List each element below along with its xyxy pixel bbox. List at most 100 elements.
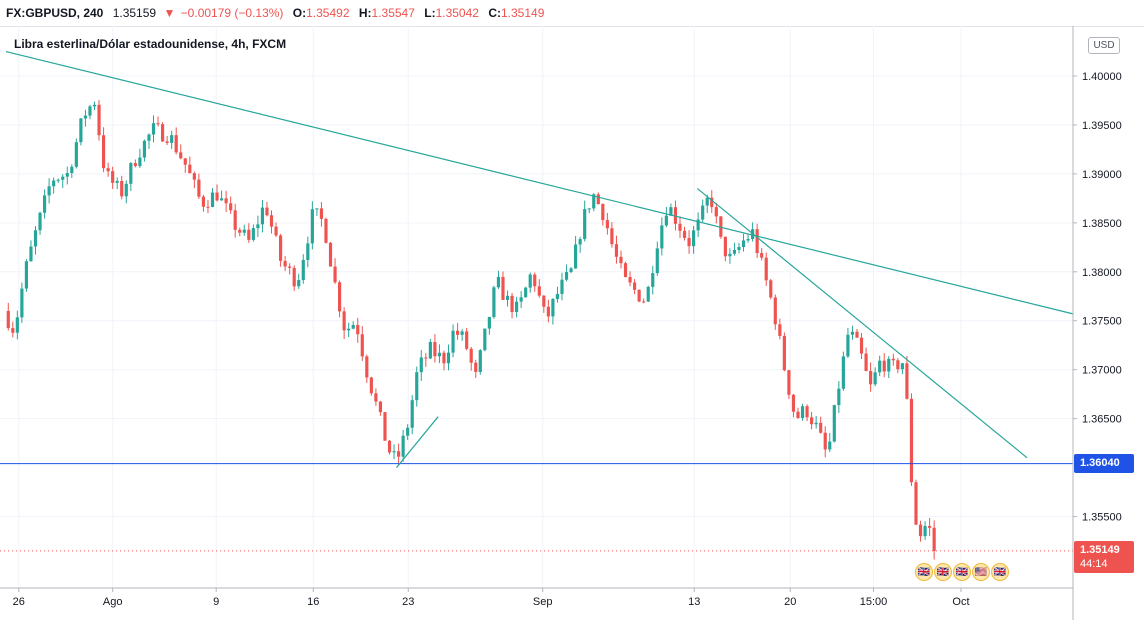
price-chart[interactable]: 1.35500 1.36500 1.37000 1.37500 1.38000 1.385… xyxy=(0,26,1144,620)
candle-body xyxy=(528,274,532,288)
candle-body xyxy=(623,263,628,277)
candle-body xyxy=(574,244,578,269)
candle-body xyxy=(782,335,786,371)
candle-body xyxy=(183,158,187,165)
time-tick-label: Sep xyxy=(533,596,553,608)
event-flag-icon[interactable]: 🇺🇸 xyxy=(972,563,990,581)
candle-body xyxy=(592,194,596,209)
candle-body xyxy=(124,183,128,197)
candle-body xyxy=(437,352,442,357)
time-tick-label: Ago xyxy=(103,596,123,608)
candle-body xyxy=(47,186,51,196)
candle-body xyxy=(800,406,805,419)
candle-body xyxy=(297,280,301,287)
trendline xyxy=(396,416,439,468)
last-price-value: 1.35149 xyxy=(1080,543,1120,556)
candle-body xyxy=(846,334,850,357)
candle-body xyxy=(555,293,560,299)
candle-body xyxy=(283,260,287,267)
candle-body xyxy=(133,163,137,167)
candle-body xyxy=(247,229,251,240)
event-flag-icon[interactable]: 🇬🇧 xyxy=(991,563,1009,581)
candle-body xyxy=(129,163,133,184)
candle-body xyxy=(238,229,242,233)
candle-body xyxy=(705,197,709,206)
open-label: O: xyxy=(292,6,307,20)
candle-body xyxy=(478,350,482,372)
candle-body xyxy=(601,204,605,221)
candle-body xyxy=(619,256,623,264)
candle-body xyxy=(328,242,333,267)
event-flag-icon[interactable]: 🇬🇧 xyxy=(934,563,952,581)
candle-body xyxy=(428,341,432,359)
time-tick-label: Oct xyxy=(952,596,969,608)
candle-body xyxy=(519,297,523,302)
candle-body xyxy=(397,451,401,457)
event-flag-icon[interactable]: 🇬🇧 xyxy=(915,563,933,581)
candle-body xyxy=(165,141,169,143)
close-label: C: xyxy=(488,6,501,20)
currency-badge[interactable]: USD xyxy=(1088,37,1120,54)
price-tick-label: 1.39000 xyxy=(1082,169,1122,181)
open-value: 1.35492 xyxy=(306,6,350,20)
candle-body xyxy=(342,311,346,331)
candle-body xyxy=(637,289,641,302)
candle-body xyxy=(682,230,687,238)
candle-body xyxy=(769,280,773,298)
high-value: 1.35547 xyxy=(371,6,415,20)
candle-body xyxy=(233,210,237,230)
candle-body xyxy=(24,261,29,289)
time-tick-label: 26 xyxy=(13,596,25,608)
candle-body xyxy=(474,362,478,372)
candle-body xyxy=(138,157,142,167)
candle-body xyxy=(301,260,305,281)
time-tick-label: 13 xyxy=(688,596,700,608)
candle-body xyxy=(487,316,491,329)
candle-body xyxy=(210,192,215,207)
candle-body xyxy=(288,266,292,268)
candle-body xyxy=(79,118,83,143)
price-tick-label: 1.39500 xyxy=(1082,120,1122,132)
candle-body xyxy=(564,272,569,280)
candle-body xyxy=(678,223,682,231)
candle-body xyxy=(347,328,351,331)
price-axis: 1.35500 1.36500 1.37000 1.37500 1.38000 1.385… xyxy=(1072,26,1122,620)
candle-body xyxy=(923,525,927,537)
candle-body xyxy=(456,330,460,335)
candle-body xyxy=(197,179,201,197)
candle-body xyxy=(201,196,206,207)
candle-body xyxy=(814,422,818,425)
candle-body xyxy=(560,279,564,294)
candle-body xyxy=(669,207,673,216)
candle-body xyxy=(88,106,92,116)
candle-body xyxy=(374,393,378,402)
candle-body xyxy=(274,226,278,236)
candle-body xyxy=(533,274,537,287)
candle-body xyxy=(115,180,119,183)
candle-body xyxy=(869,370,873,385)
candle-body xyxy=(855,331,859,338)
candle-body xyxy=(864,353,868,371)
candle-body xyxy=(74,142,78,167)
candle-body xyxy=(932,527,936,551)
candle-body xyxy=(741,240,746,248)
candle-body xyxy=(29,246,33,262)
candle-body xyxy=(583,209,587,240)
candle-body xyxy=(760,253,764,258)
chart-legend-title: Libra esterlina/Dólar estadounidense, 4h… xyxy=(14,37,287,51)
close-value: 1.35149 xyxy=(500,6,545,20)
candle-body xyxy=(38,212,42,231)
price-tick-label: 1.37500 xyxy=(1082,316,1122,328)
candle-body xyxy=(260,207,265,225)
symbol-label[interactable]: FX:GBPUSD, 240 xyxy=(6,6,104,20)
candle-body xyxy=(215,192,219,201)
candle-body xyxy=(401,435,405,457)
candle-body xyxy=(928,525,932,528)
event-flag-icon[interactable]: 🇬🇧 xyxy=(953,563,971,581)
candle-body xyxy=(410,400,414,428)
candle-body xyxy=(673,207,678,224)
candle-body xyxy=(492,287,496,317)
candle-body xyxy=(819,422,823,433)
candle-body xyxy=(642,301,646,303)
candle-body xyxy=(537,286,541,296)
